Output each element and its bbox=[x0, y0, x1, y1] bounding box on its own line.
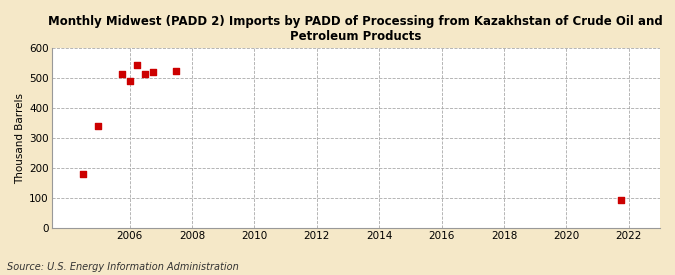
Point bbox=[116, 72, 127, 76]
Point bbox=[93, 124, 104, 128]
Point bbox=[140, 72, 151, 76]
Y-axis label: Thousand Barrels: Thousand Barrels bbox=[15, 93, 25, 184]
Point bbox=[148, 70, 159, 75]
Point bbox=[616, 197, 626, 202]
Point bbox=[171, 68, 182, 73]
Point bbox=[132, 63, 143, 67]
Title: Monthly Midwest (PADD 2) Imports by PADD of Processing from Kazakhstan of Crude : Monthly Midwest (PADD 2) Imports by PADD… bbox=[49, 15, 663, 43]
Point bbox=[78, 172, 88, 176]
Point bbox=[124, 79, 135, 84]
Text: Source: U.S. Energy Information Administration: Source: U.S. Energy Information Administ… bbox=[7, 262, 238, 272]
